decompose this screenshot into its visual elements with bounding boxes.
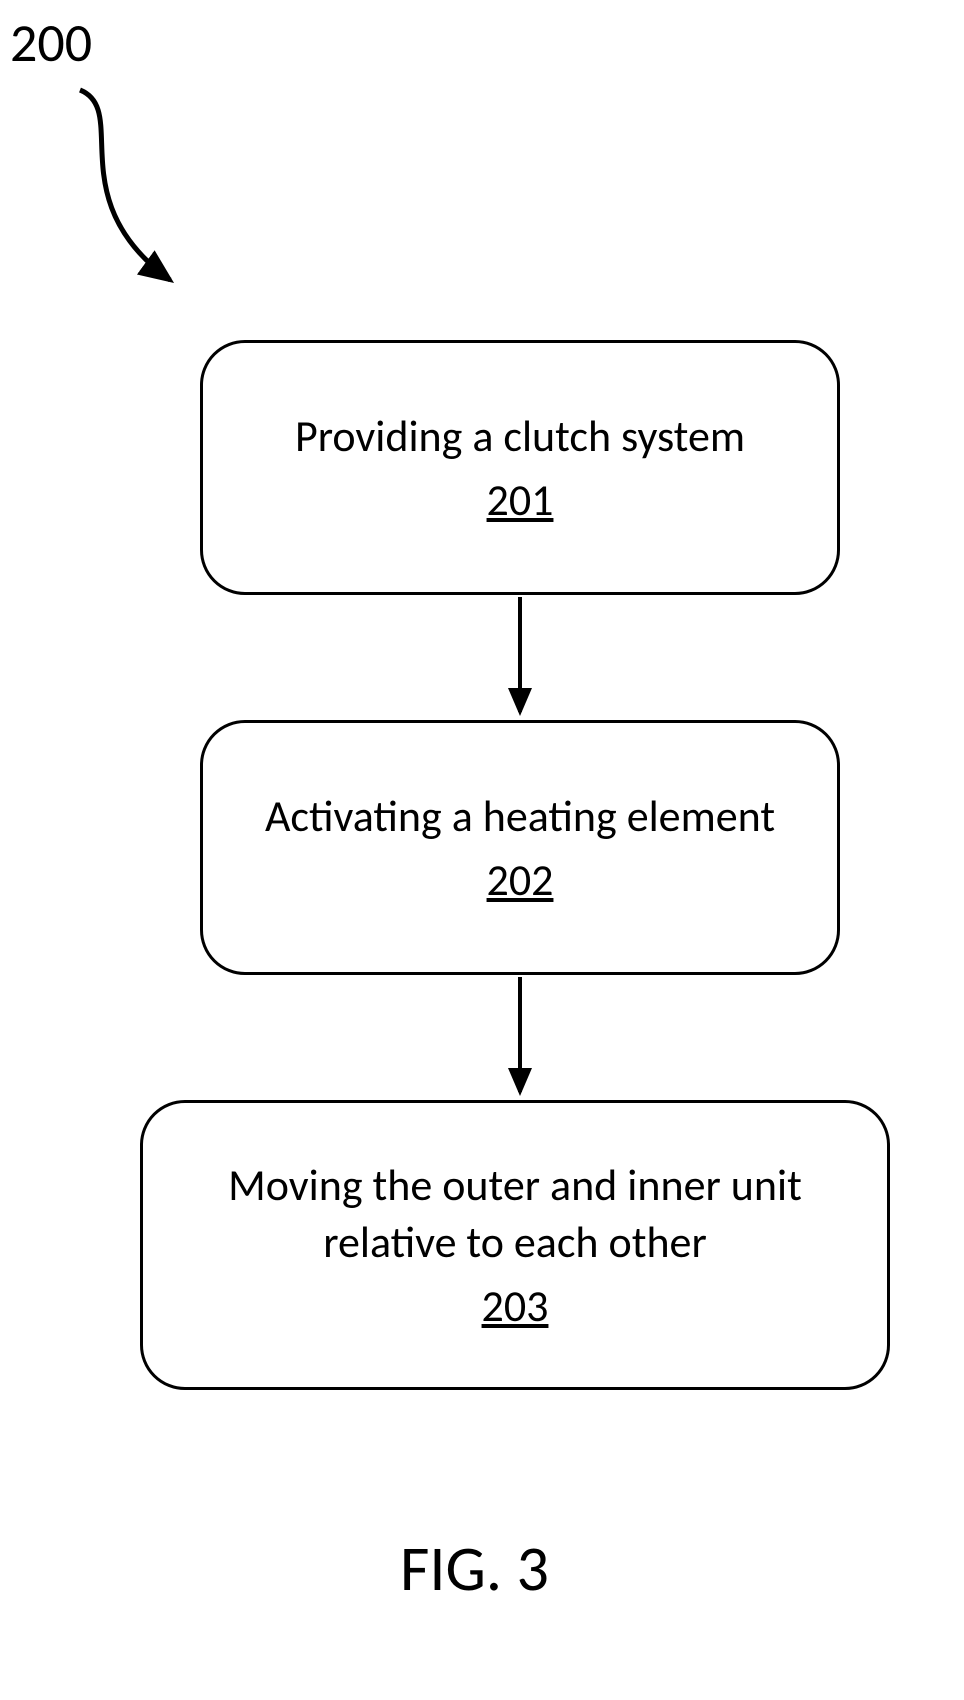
box-3-text: Moving the outer and inner unit relative…: [173, 1157, 857, 1271]
figure-label-text: FIG. 3: [400, 1530, 549, 1608]
flowchart-diagram: 200 Providing a clutch system 201 Activa…: [0, 0, 964, 1700]
flowchart-box-3: Moving the outer and inner unit relative…: [140, 1100, 890, 1390]
arrow-2-to-3-icon: [0, 0, 964, 1700]
figure-label: FIG. 3: [400, 1530, 549, 1608]
box-3-ref: 203: [482, 1279, 549, 1333]
